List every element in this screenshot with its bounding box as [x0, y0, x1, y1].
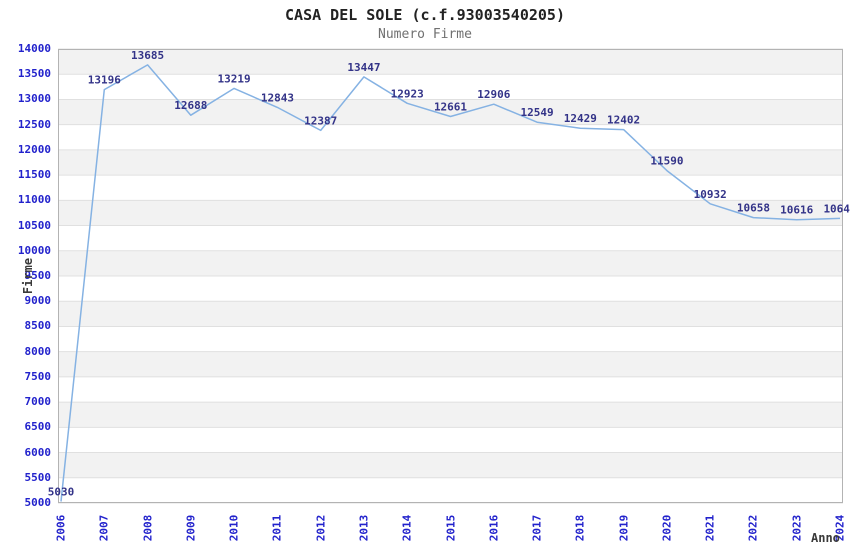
grid-band [58, 124, 843, 150]
x-tick-label: 2011 [270, 514, 284, 542]
data-point-label: 13447 [347, 61, 380, 74]
data-point-label: 13685 [131, 49, 164, 62]
y-tick-label: 14000 [17, 42, 51, 55]
x-tick-label: 2009 [184, 514, 198, 542]
data-point-label: 12843 [261, 91, 294, 104]
series-line [60, 64, 841, 502]
y-tick-label: 6500 [24, 420, 52, 434]
plot-border [58, 49, 843, 503]
x-tick-label: 2023 [790, 514, 804, 542]
x-tick-label: 2018 [573, 514, 587, 542]
data-point-label: 10616 [780, 204, 813, 217]
data-point-label: 13196 [88, 74, 121, 87]
grid-band [58, 250, 843, 276]
grid-band [58, 74, 843, 100]
data-point-label: 10658 [737, 202, 770, 215]
y-tick-label: 8000 [24, 344, 52, 358]
grid-band [58, 149, 843, 176]
data-point-label: 11590 [650, 155, 683, 168]
x-tick-label: 2013 [357, 514, 371, 542]
plot-area: 5030 13196 13685 12688 13219 12843 12387 13447 1… [48, 48, 850, 504]
grid-band [58, 276, 843, 302]
x-tick-label: 2014 [400, 514, 414, 542]
x-tick-label: 2010 [227, 514, 241, 542]
y-tick-label: 11500 [17, 168, 51, 182]
grid-band [58, 376, 843, 403]
data-point-label: 13219 [218, 72, 251, 85]
chart-title: CASA DEL SOLE (c.f.93003540205) [285, 6, 565, 24]
y-tick-label: 5500 [24, 470, 52, 484]
y-tick-label: 10500 [17, 218, 51, 232]
y-tick-label: 13000 [17, 92, 51, 106]
x-tick-label: 2015 [444, 514, 457, 542]
y-tick-label: 9500 [24, 269, 52, 282]
x-tick-label: 2006 [54, 514, 68, 542]
x-tick-label: 2020 [660, 514, 674, 542]
y-tick-label: 12000 [17, 142, 51, 156]
y-axis-title: Firme [21, 257, 35, 295]
data-point-label: 12429 [564, 112, 597, 125]
grid-band [58, 225, 843, 251]
x-tick-label: 2019 [617, 514, 631, 542]
grid-band [58, 427, 843, 453]
data-point-label: 12402 [607, 114, 640, 127]
grid-band [58, 452, 843, 478]
grid-band [58, 200, 843, 226]
y-tick-label: 6000 [24, 445, 52, 459]
y-tick-label: 7500 [24, 369, 52, 383]
y-tick-label: 11000 [17, 193, 51, 207]
grid-band [58, 351, 843, 377]
grid-band [58, 49, 843, 75]
grid-band [58, 175, 843, 201]
data-point-label: 10641 [823, 202, 850, 215]
y-tick-label: 9000 [24, 294, 52, 308]
data-point-label: 12661 [434, 101, 467, 114]
data-point-label: 12906 [477, 88, 510, 101]
x-tick-label: 2008 [141, 514, 155, 542]
y-tick-label: 7000 [24, 395, 52, 409]
x-tick-label: 2022 [746, 514, 760, 542]
y-tick-label: 12500 [17, 117, 51, 131]
x-tick-label: 2021 [703, 514, 717, 542]
grid-band [58, 301, 843, 327]
data-point-label: 12549 [521, 106, 554, 119]
y-tick-label: 10000 [17, 243, 51, 257]
data-point-label: 10932 [694, 188, 727, 201]
grid-band [58, 402, 843, 428]
chart-subtitle: Numero Firme [378, 27, 472, 42]
data-point-label: 12923 [391, 87, 424, 100]
x-tick-label: 2007 [97, 514, 111, 542]
x-tick-label: 2017 [530, 514, 544, 542]
data-point-label: 12387 [304, 114, 337, 127]
data-point-label: 12688 [174, 99, 207, 112]
y-tick-label: 13500 [17, 67, 51, 81]
data-point-label: 5030 [48, 486, 75, 499]
y-tick-label: 8500 [24, 319, 52, 333]
x-tick-label: 2012 [314, 514, 328, 542]
y-tick-label: 5000 [24, 496, 52, 509]
grid-band [58, 326, 843, 352]
x-tick-label: 2016 [487, 514, 501, 542]
x-axis-title: Anno [811, 531, 840, 545]
grid-band [58, 477, 843, 503]
